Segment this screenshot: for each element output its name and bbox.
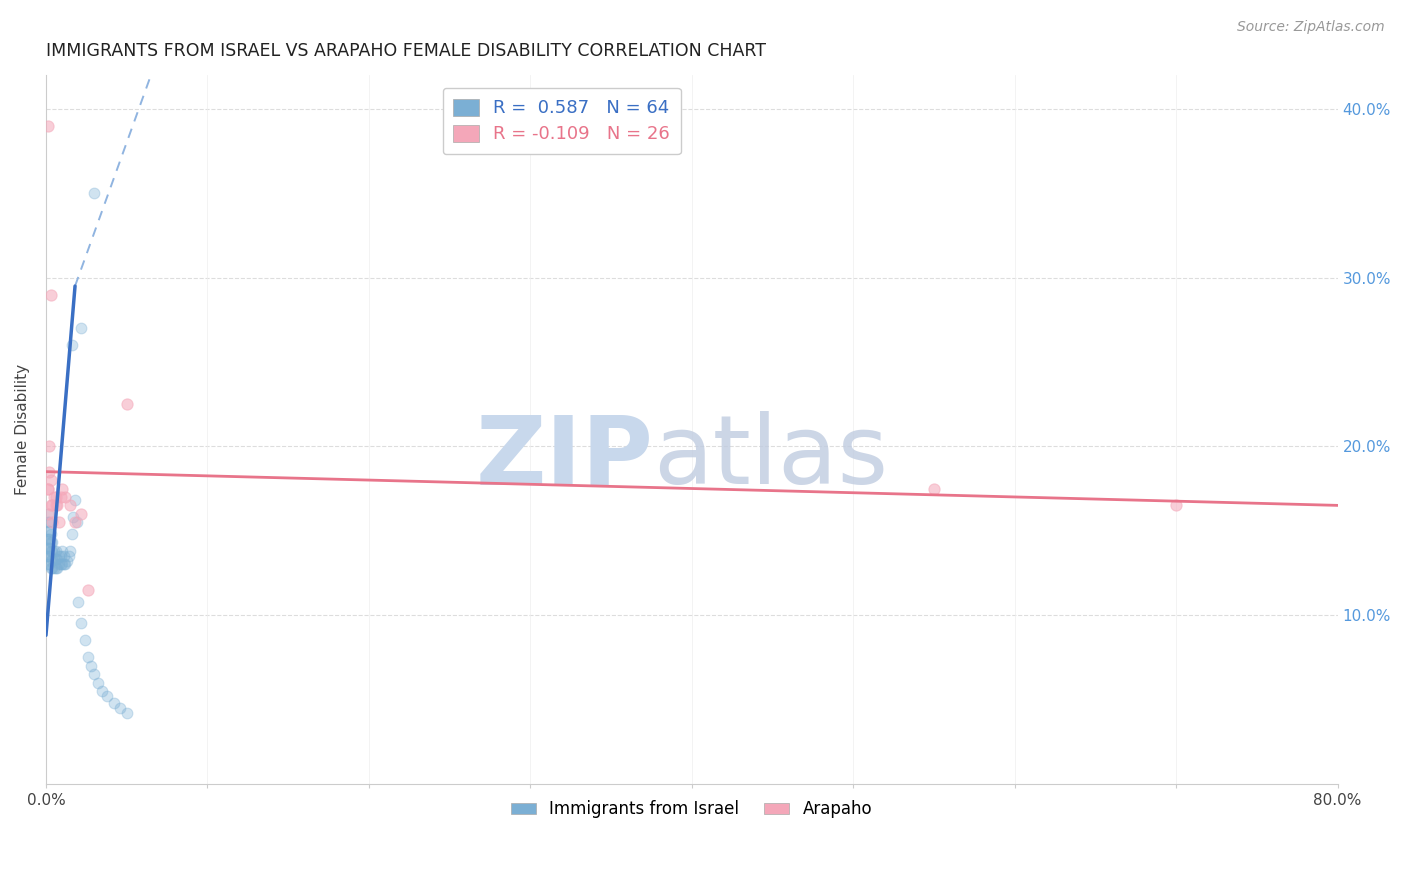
Text: IMMIGRANTS FROM ISRAEL VS ARAPAHO FEMALE DISABILITY CORRELATION CHART: IMMIGRANTS FROM ISRAEL VS ARAPAHO FEMALE… [46,42,766,60]
Point [42,552,65,566]
Point [37,541,59,555]
Text: ZIP: ZIP [475,411,652,504]
Point [103,696,125,710]
Point [48,549,70,563]
Point [39,544,62,558]
Point [39,287,62,301]
Point [42,490,65,504]
Point [37,482,59,496]
Point [35,532,58,546]
Point [39,499,62,513]
Point [73,633,96,648]
Point [42,561,65,575]
Point [63,493,86,508]
Point [45,499,67,513]
Point [38,558,60,572]
Text: Source: ZipAtlas.com: Source: ZipAtlas.com [1237,20,1385,34]
Point [37,119,59,133]
Point [70,616,93,631]
Point [70,321,93,335]
Point [38,541,60,555]
Point [67,594,90,608]
Point [56,554,79,568]
Point [80,658,103,673]
Point [63,515,86,529]
Point [51,544,73,558]
Point [41,552,63,566]
Point [53,490,76,504]
Point [38,507,60,521]
Point [41,561,63,575]
Point [52,558,75,572]
Point [39,554,62,568]
Point [38,439,60,453]
Point [60,338,83,352]
Point [49,558,72,572]
Point [37,515,59,529]
Point [49,490,72,504]
Point [37,532,59,546]
Point [58,549,80,563]
Point [96,689,118,703]
Point [37,524,59,538]
Point [115,397,138,411]
Point [77,582,100,597]
Point [38,465,60,479]
Point [37,507,59,521]
Point [35,541,58,555]
Point [48,558,70,572]
Point [37,482,59,496]
Point [38,524,60,538]
Point [62,510,84,524]
Point [38,515,60,529]
Point [59,544,82,558]
Point [60,527,83,541]
Point [45,552,67,566]
Point [91,684,114,698]
Point [45,544,67,558]
Point [38,549,60,563]
Point [45,561,67,575]
Point [41,544,63,558]
Point [39,473,62,487]
Point [39,535,62,549]
Point [115,706,138,720]
Point [66,515,89,529]
Point [48,515,70,529]
Point [35,549,58,563]
Point [51,558,73,572]
Point [45,490,67,504]
Point [83,667,105,681]
Point [41,535,63,549]
Point [52,549,75,563]
Point [83,186,105,201]
Point [42,544,65,558]
Point [46,561,69,575]
Point [922,482,945,496]
Point [41,499,63,513]
Point [37,558,59,572]
Point [39,527,62,541]
Point [1166,499,1188,513]
Point [41,515,63,529]
Point [86,675,108,690]
Point [39,561,62,575]
Y-axis label: Female Disability: Female Disability [15,364,30,495]
Point [51,482,73,496]
Point [77,650,100,665]
Point [70,507,93,521]
Point [49,549,72,563]
Point [59,499,82,513]
Text: atlas: atlas [652,411,889,504]
Point [53,558,76,572]
Legend: Immigrants from Israel, Arapaho: Immigrants from Israel, Arapaho [505,794,879,825]
Point [38,532,60,546]
Point [46,499,69,513]
Point [110,701,132,715]
Point [37,549,59,563]
Point [46,552,69,566]
